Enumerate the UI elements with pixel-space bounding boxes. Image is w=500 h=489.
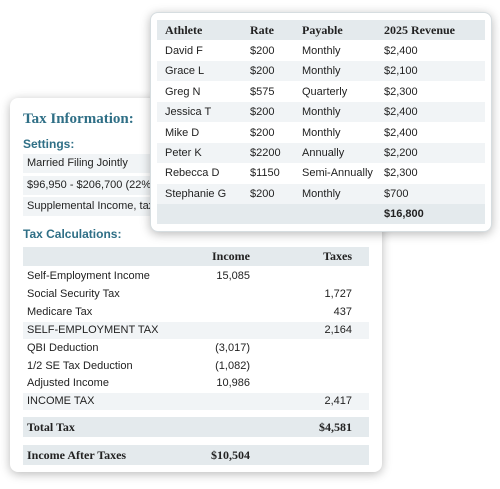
cell: $2,300 <box>384 85 418 98</box>
cell: Jessica T <box>165 106 212 119</box>
row-label: QBI Deduction <box>27 341 99 354</box>
settings-label: Settings: <box>23 137 75 151</box>
income: 15,085 <box>216 270 250 282</box>
col-header: Income <box>212 249 250 263</box>
row-label: Adjusted Income <box>27 377 109 390</box>
row-shade <box>157 183 485 204</box>
taxes: 2,417 <box>324 395 352 408</box>
cell: David F <box>165 45 203 57</box>
title: Tax Information: <box>23 111 134 127</box>
cell: $200 <box>250 65 275 78</box>
col-header: Athlete <box>165 23 203 37</box>
row-shade <box>157 61 485 82</box>
cell: $700 <box>384 187 409 200</box>
row-shade <box>23 321 369 339</box>
cell: $2,400 <box>384 106 418 119</box>
taxes: 2,164 <box>324 323 352 336</box>
cell: Monthly <box>302 65 341 78</box>
summary-row <box>23 445 369 465</box>
setting: Supplemental Income, tax <box>27 200 155 212</box>
col-header: Taxes <box>323 249 352 263</box>
col-header: Rate <box>250 23 274 37</box>
total-row <box>157 204 485 224</box>
cell: Monthly <box>302 45 341 57</box>
header-row <box>157 20 485 40</box>
cell: $2,400 <box>384 126 418 139</box>
col-header: Payable <box>302 23 343 37</box>
row-label: Medicare Tax <box>27 305 93 318</box>
taxes: 437 <box>333 305 352 318</box>
cell: $2,300 <box>384 167 418 180</box>
cell: Rebecca D <box>165 167 220 180</box>
calc-label: Tax Calculations: <box>23 227 122 241</box>
summary-taxes: $4,581 <box>319 420 352 434</box>
athlete-card: Athlete Rate Payable 2025 Revenue David F $20… <box>150 12 492 232</box>
cell: $2,100 <box>384 65 418 78</box>
row-label: Self-Employment Income <box>27 270 150 282</box>
cell: Mike D <box>165 126 200 139</box>
cell: $1150 <box>250 167 280 180</box>
row-label: INCOME TAX <box>27 395 95 408</box>
taxes: 1,727 <box>324 287 352 300</box>
cell: Monthly <box>302 126 341 139</box>
cell: Grace L <box>165 65 205 78</box>
cell: Annually <box>302 147 345 159</box>
row-shade <box>23 393 369 411</box>
cell: $200 <box>250 187 275 200</box>
summary-row <box>23 417 369 437</box>
summary-income: $10,504 <box>211 448 250 462</box>
header-row <box>23 247 369 266</box>
cell: $2200 <box>250 147 281 159</box>
setting: $96,950 - $206,700 (22%) <box>27 178 155 191</box>
cell: Semi-Annually <box>302 167 373 180</box>
row-label: 1/2 SE Tax Deduction <box>27 359 133 372</box>
cell: $200 <box>250 106 275 119</box>
cell: Monthly <box>302 187 341 200</box>
row-shade <box>157 143 485 163</box>
cell: Stephanie G <box>165 187 227 200</box>
row-label: Social Security Tax <box>27 287 120 300</box>
summary-label: Total Tax <box>27 420 75 434</box>
cell: $2,400 <box>384 45 418 57</box>
total: $16,800 <box>384 208 424 220</box>
income: (1,082) <box>215 359 250 372</box>
col-header: 2025 Revenue <box>384 23 455 37</box>
cell: $200 <box>250 45 275 57</box>
summary-label: Income After Taxes <box>27 448 127 462</box>
cell: $575 <box>250 85 275 98</box>
cell: Monthly <box>302 106 341 119</box>
cell: Quarterly <box>302 85 348 98</box>
setting: Married Filing Jointly <box>27 157 128 169</box>
income: 10,986 <box>216 377 250 390</box>
cell: $2,200 <box>384 147 418 159</box>
cell: Peter K <box>165 147 202 159</box>
cell: $200 <box>250 126 275 139</box>
cell: Greg N <box>165 85 201 98</box>
row-label: SELF-EMPLOYMENT TAX <box>27 323 159 336</box>
row-shade <box>157 102 485 123</box>
income: (3,017) <box>215 341 250 354</box>
